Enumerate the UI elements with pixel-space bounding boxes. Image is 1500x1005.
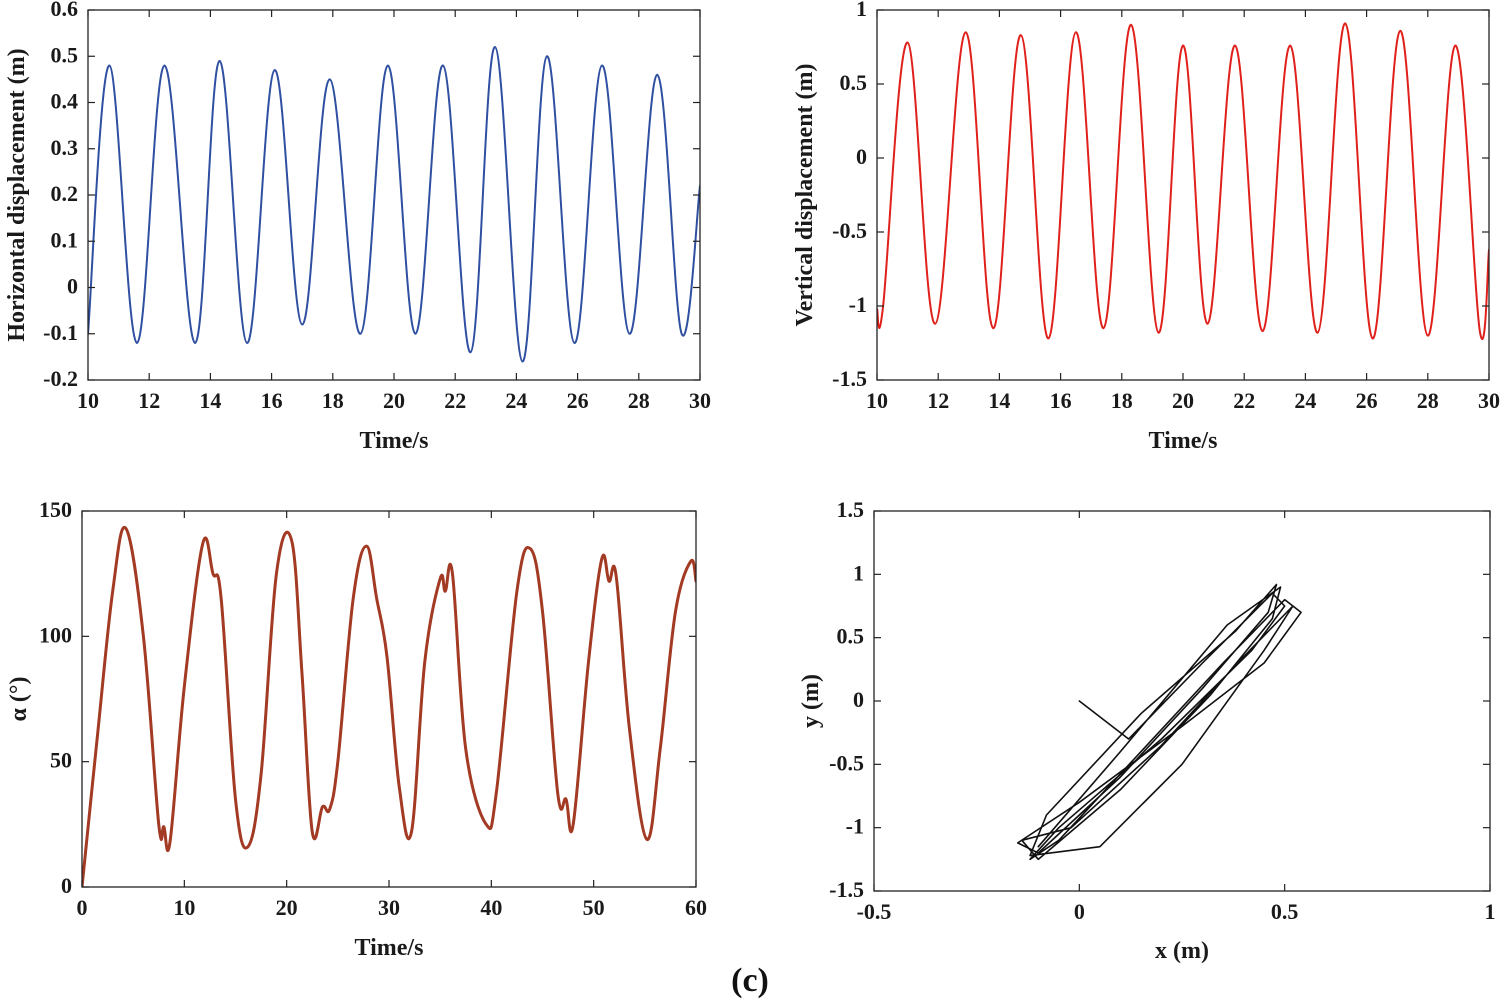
- x-tick-label: 22: [444, 388, 466, 413]
- y-tick-label: 1: [853, 560, 864, 585]
- series-line-3-1: [82, 525, 696, 887]
- x-tick-label: 28: [628, 388, 650, 413]
- x-tick-label: 28: [1417, 388, 1439, 413]
- y-tick-label: 50: [50, 748, 72, 773]
- y-tick-label: 0.5: [51, 42, 79, 67]
- series-line-4-1: [1016, 583, 1302, 861]
- figure-caption: (c): [731, 962, 769, 999]
- plot-frame-3: [81, 510, 697, 888]
- x-tick-label: 26: [1356, 388, 1378, 413]
- y-axis-label: α (°): [6, 677, 32, 722]
- x-tick-label: 20: [276, 895, 298, 920]
- x-tick-label: 10: [77, 388, 99, 413]
- x-tick-label: 24: [505, 388, 527, 413]
- x-tick-label: 40: [480, 895, 502, 920]
- y-tick-label: 0.5: [840, 70, 868, 95]
- y-tick-label: 1.5: [837, 497, 865, 522]
- y-tick-label: 0.1: [51, 227, 79, 252]
- y-tick-label: 0: [853, 687, 864, 712]
- x-tick-label: 24: [1294, 388, 1316, 413]
- x-tick-label: 0: [1074, 899, 1085, 924]
- x-tick-label: 30: [378, 895, 400, 920]
- y-tick-label: 150: [39, 497, 72, 522]
- y-tick-label: 100: [39, 622, 72, 647]
- x-tick-label: 18: [322, 388, 344, 413]
- y-tick-label: 0.5: [837, 624, 865, 649]
- x-axis-label: Time/s: [1149, 428, 1218, 454]
- x-tick-label: 18: [1111, 388, 1133, 413]
- x-tick-label: 0.5: [1271, 899, 1299, 924]
- x-tick-label: 22: [1233, 388, 1255, 413]
- x-tick-label: 30: [689, 388, 711, 413]
- x-tick-label: 14: [988, 388, 1010, 413]
- y-tick-label: 0: [61, 873, 72, 898]
- x-tick-label: 16: [1050, 388, 1072, 413]
- x-tick-label: 20: [1172, 388, 1194, 413]
- chart-panel-2: 10 12 14 16 18 20 22 24 26 28 30 -1.5 -1 -0.5 0 0.5 1 Tim…: [792, 0, 1500, 454]
- y-axis-label: Horizontal displacement (m): [4, 48, 30, 341]
- x-tick-label: 12: [927, 388, 949, 413]
- y-tick-label: -1.5: [829, 877, 864, 902]
- y-tick-label: 0.3: [51, 135, 79, 160]
- x-tick-label: 10: [173, 895, 195, 920]
- y-tick-label: -1.5: [832, 366, 867, 391]
- x-tick-label: 30: [1478, 388, 1500, 413]
- y-tick-label: -0.5: [832, 218, 867, 243]
- x-tick-label: 16: [261, 388, 283, 413]
- y-tick-label: 0: [67, 274, 78, 299]
- x-tick-label: 1: [1485, 899, 1496, 924]
- chart-panel-1: 10 12 14 16 18 20 22 24 26 28 30 -0.2 -0.1 0 0.1 0.2 0.3…: [4, 0, 711, 454]
- plot-frame-4: [873, 510, 1491, 892]
- x-tick-label: -0.5: [857, 899, 892, 924]
- x-tick-label: 14: [199, 388, 221, 413]
- chart-panel-4: -0.5 0 0.5 1 -1.5 -1 -0.5 0 0.5 1 1.5 x (m) y (m): [798, 497, 1496, 964]
- chart-panel-3: 0 10 20 30 40 50 60 0 50 100 150 Time/s α (°): [6, 497, 707, 961]
- y-tick-label: -0.5: [829, 750, 864, 775]
- y-tick-label: 0: [856, 144, 867, 169]
- x-tick-label: 0: [77, 895, 88, 920]
- x-axis-label: Time/s: [360, 428, 429, 454]
- y-tick-label: -0.1: [43, 320, 78, 345]
- x-axis-label: x (m): [1155, 938, 1209, 964]
- x-tick-label: 50: [583, 895, 605, 920]
- x-tick-label: 12: [138, 388, 160, 413]
- y-axis-label: Vertical displacement (m): [792, 63, 818, 326]
- y-tick-label: -0.2: [43, 366, 78, 391]
- y-tick-label: 1: [856, 0, 867, 21]
- x-axis-label: Time/s: [355, 935, 424, 961]
- y-tick-label: -1: [846, 814, 864, 839]
- y-tick-label: 0.6: [51, 0, 79, 21]
- series-line-1-1: [88, 45, 700, 363]
- y-axis-label: y (m): [798, 674, 824, 728]
- y-tick-label: 0.2: [51, 181, 79, 206]
- plot-frame-2: [876, 9, 1490, 381]
- y-tick-label: 0.4: [51, 89, 79, 114]
- x-tick-label: 60: [685, 895, 707, 920]
- x-tick-label: 10: [866, 388, 888, 413]
- y-tick-label: -1: [849, 292, 867, 317]
- x-tick-label: 26: [567, 388, 589, 413]
- series-line-2-1: [877, 22, 1489, 341]
- x-tick-label: 20: [383, 388, 405, 413]
